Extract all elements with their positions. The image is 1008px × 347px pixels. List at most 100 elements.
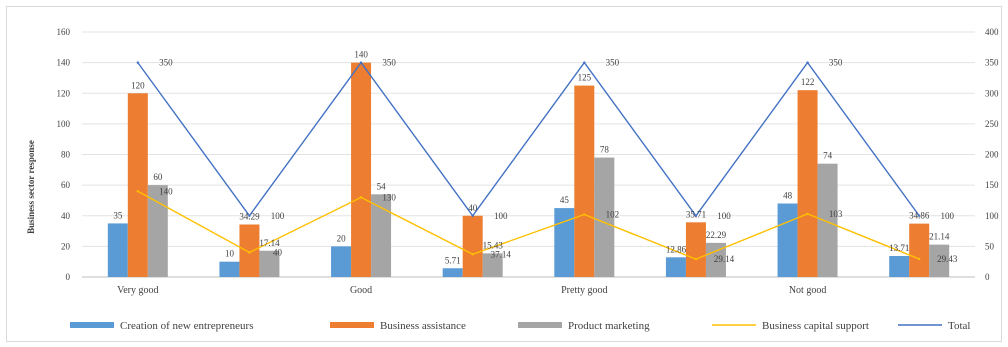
right-tick-label: 150 — [985, 180, 999, 190]
bar-data-label: 34.29 — [239, 211, 260, 221]
bar-data-label: 5.71 — [445, 255, 461, 265]
bar — [482, 253, 503, 277]
bar-data-label: 54 — [377, 181, 387, 191]
category-label: Pretty good — [561, 285, 607, 296]
bar — [705, 242, 726, 277]
legend-swatch — [518, 322, 562, 328]
legend-label: Business assistance — [380, 320, 466, 332]
legend: Creation of new entrepreneurs Business as… — [70, 320, 970, 332]
bar — [331, 246, 352, 277]
bar — [462, 215, 483, 277]
legend-label: Creation of new entrepreneurs — [120, 320, 253, 332]
left-tick-label: 20 — [61, 241, 71, 251]
bar-data-label: 13.71 — [889, 243, 909, 253]
bar — [351, 62, 372, 277]
line-data-label: 140 — [159, 186, 173, 196]
left-tick-label: 40 — [61, 211, 71, 221]
bar-data-label: 48 — [783, 191, 793, 201]
bar — [147, 185, 168, 277]
bar-data-label: 45 — [560, 195, 570, 205]
data-labels: 35 10 20 5.71 45 12.86 48 13.71 120 34.29 140 40 125… — [113, 50, 958, 266]
category-label: Not good — [789, 285, 827, 296]
bar — [817, 163, 838, 277]
bar-data-label: 20 — [337, 233, 347, 243]
line-data-label: 100 — [494, 211, 508, 221]
bar — [685, 222, 706, 277]
left-axis: 0 20 40 60 80 100 120 140 160 — [57, 27, 71, 282]
left-tick-label: 60 — [61, 180, 71, 190]
bar-data-label: 122 — [801, 77, 815, 87]
line-data-label: 350 — [382, 58, 396, 68]
line-data-label: 100 — [717, 211, 731, 221]
line-data-label: 100 — [940, 211, 954, 221]
right-tick-label: 50 — [985, 241, 995, 251]
right-tick-label: 300 — [985, 88, 999, 98]
bar — [909, 223, 930, 277]
left-tick-label: 120 — [57, 88, 71, 98]
line-data-label: 40 — [273, 248, 283, 258]
legend-label: Total — [948, 320, 970, 332]
line-point — [917, 214, 921, 217]
bar — [127, 93, 148, 277]
bar-data-label: 74 — [823, 151, 833, 161]
bar-data-label: 125 — [578, 73, 592, 83]
bar — [889, 256, 910, 277]
bar — [442, 268, 463, 277]
line-data-label: 350 — [606, 58, 620, 68]
line-point — [248, 214, 251, 217]
bar — [219, 261, 240, 277]
left-tick-label: 160 — [57, 27, 71, 37]
bar — [554, 208, 575, 277]
right-tick-label: 350 — [985, 58, 999, 68]
legend-label: Business capital support — [762, 320, 869, 332]
left-tick-label: 100 — [57, 119, 71, 129]
right-tick-label: 100 — [985, 211, 999, 221]
bar — [259, 250, 280, 277]
line-point — [136, 190, 140, 193]
left-tick-label: 0 — [66, 272, 71, 282]
bar — [797, 90, 818, 277]
bar — [239, 224, 260, 277]
legend-swatch — [70, 322, 114, 328]
bar-data-label: 22.29 — [706, 230, 727, 240]
line-series-group — [136, 61, 921, 261]
line-point — [583, 213, 586, 216]
line-point — [694, 214, 698, 217]
bar-data-label: 78 — [600, 145, 610, 155]
category-label: Good — [350, 285, 372, 296]
bar-data-label: 35.71 — [686, 209, 706, 219]
bar — [777, 203, 798, 277]
right-tick-label: 200 — [985, 150, 999, 160]
series-line — [137, 190, 920, 260]
bar — [665, 257, 686, 277]
bar — [929, 244, 950, 277]
bar-data-label: 34.86 — [909, 211, 930, 221]
bar-data-label: 60 — [153, 172, 163, 182]
bar-data-label: 40 — [468, 203, 478, 213]
line-point — [917, 257, 921, 261]
line-point — [806, 61, 809, 64]
bar-data-label: 35 — [113, 210, 123, 220]
line-point — [694, 257, 698, 261]
right-axis: 0 50 100 150 200 250 300 350 400 — [985, 27, 999, 282]
line-data-label: 100 — [271, 211, 285, 221]
bar — [574, 85, 595, 277]
line-data-label: 29.14 — [714, 254, 735, 264]
line-data-label: 350 — [829, 58, 843, 68]
bar-data-label: 10 — [225, 249, 235, 259]
bar-data-label: 120 — [131, 80, 145, 90]
y-axis-title: Business sector response — [26, 140, 36, 234]
line-point — [806, 212, 809, 216]
category-label: Very good — [117, 285, 158, 296]
line-data-label: 102 — [606, 210, 620, 220]
line-data-label: 103 — [829, 209, 843, 219]
line-point — [583, 61, 586, 64]
right-tick-label: 250 — [985, 119, 999, 129]
line-data-label: 37.14 — [491, 249, 512, 259]
line-point — [248, 251, 251, 254]
bar-data-label: 12.86 — [666, 244, 687, 254]
line-data-label: 29.43 — [937, 254, 958, 264]
series-line — [137, 61, 920, 217]
bar-data-label: 21.14 — [929, 232, 950, 242]
